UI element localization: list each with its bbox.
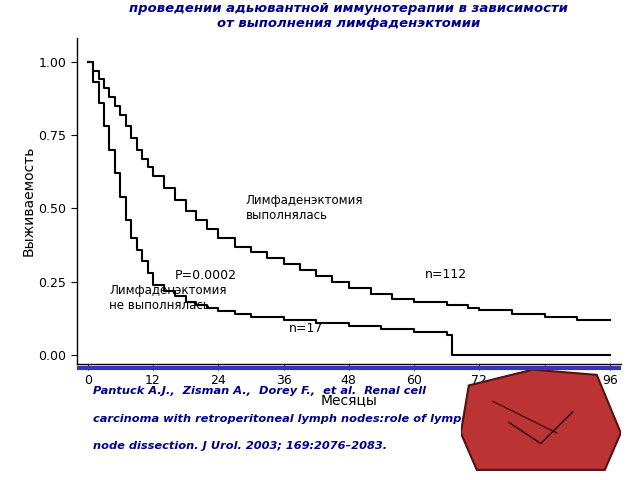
Text: node dissection. J Urol. 2003; 169:2076–2083.: node dissection. J Urol. 2003; 169:2076–… — [93, 441, 387, 451]
Text: n=112: n=112 — [425, 268, 467, 281]
Text: Лимфаденэктомия
выполнялась: Лимфаденэктомия выполнялась — [246, 194, 363, 222]
Text: n=17: n=17 — [289, 322, 323, 335]
Y-axis label: Выживаемость: Выживаемость — [22, 146, 36, 256]
Text: Лимфаденэктомия
не выполнялась: Лимфаденэктомия не выполнялась — [109, 284, 227, 312]
Text: P=0.0002: P=0.0002 — [175, 269, 237, 282]
Polygon shape — [461, 370, 621, 470]
X-axis label: Месяцы: Месяцы — [321, 393, 377, 407]
Text: Pantuck A.J.,  Zisman A.,  Dorey F.,  et al.  Renal cell: Pantuck A.J., Zisman A., Dorey F., et al… — [93, 386, 426, 396]
Title: Выживаемость больных раком почки со стадией N+ при
проведении адьювантной иммуно: Выживаемость больных раком почки со стад… — [129, 0, 568, 30]
Text: carcinoma with retroperitoneal lymph nodes:role of lymph: carcinoma with retroperitoneal lymph nod… — [93, 414, 470, 424]
